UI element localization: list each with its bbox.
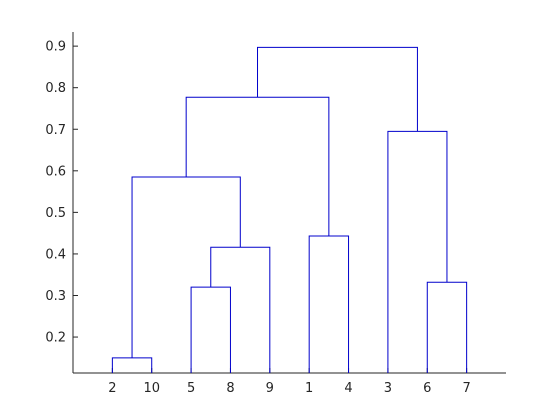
y-tick-label: 0.7 [45,123,66,138]
x-tick-label: 5 [187,381,195,396]
link [131,176,241,358]
link [387,130,448,373]
link [210,246,271,373]
y-tick-label: 0.8 [45,81,66,96]
link [190,286,231,373]
y-tick-label: 0.6 [45,164,66,179]
x-tick-label: 7 [462,381,470,396]
x-tick-label: 4 [344,381,352,396]
y-tick-label: 0.4 [45,247,66,262]
x-tick-label: 8 [226,381,234,396]
x-tick-label: 10 [143,381,160,396]
link [111,357,153,373]
link [185,96,330,237]
link [426,281,468,373]
x-tick-label: 3 [384,381,392,396]
y-tick-label: 0.5 [45,206,66,221]
y-tick-label: 0.3 [45,289,66,304]
x-tick-label: 1 [305,381,313,396]
x-tick-label: 6 [423,381,431,396]
x-tick-label: 2 [108,381,116,396]
x-tick-label: 9 [266,381,274,396]
link [257,46,418,132]
link [308,235,350,373]
y-tick-label: 0.9 [45,40,66,55]
y-tick-label: 0.2 [45,331,66,346]
